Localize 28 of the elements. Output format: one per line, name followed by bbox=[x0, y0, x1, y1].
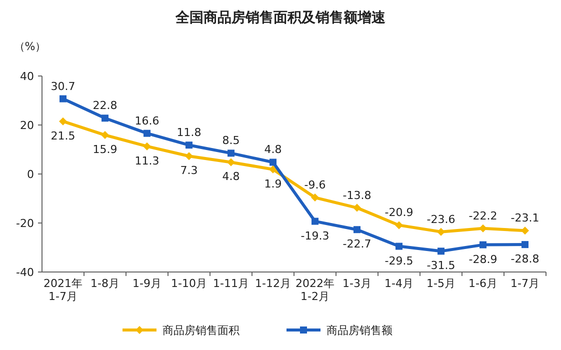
point bbox=[59, 117, 67, 126]
title: 全国商品房销售面积及销售额增速 bbox=[176, 10, 386, 26]
point bbox=[227, 158, 235, 166]
legend-label: 商品房销售额 bbox=[326, 324, 392, 337]
point bbox=[143, 142, 151, 150]
point bbox=[312, 218, 318, 225]
point bbox=[522, 241, 528, 248]
point bbox=[353, 204, 361, 212]
point bbox=[144, 130, 150, 137]
point bbox=[185, 152, 193, 160]
point bbox=[101, 131, 109, 140]
point bbox=[395, 221, 403, 230]
point bbox=[102, 114, 108, 122]
point bbox=[311, 194, 319, 202]
legend-label: 商品房销售面积 bbox=[162, 324, 240, 337]
point bbox=[521, 226, 529, 235]
ylabel: （%） bbox=[14, 40, 46, 53]
point bbox=[354, 226, 360, 234]
point bbox=[228, 150, 234, 157]
point bbox=[270, 158, 276, 166]
point bbox=[480, 241, 486, 248]
point bbox=[269, 165, 277, 174]
point bbox=[186, 142, 192, 149]
point bbox=[396, 242, 402, 250]
point bbox=[60, 95, 66, 102]
point bbox=[437, 228, 445, 236]
point bbox=[479, 224, 487, 232]
point bbox=[438, 248, 444, 255]
